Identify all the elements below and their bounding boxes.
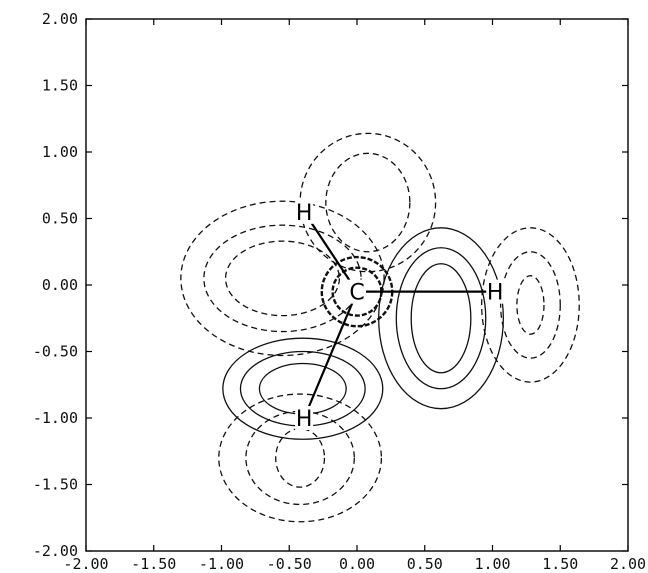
atom-labels: C H H H: [295, 199, 505, 432]
atom-halo-1: [486, 279, 505, 304]
contour-negative-3-1: [203, 224, 362, 333]
contour-negative-5-0: [218, 393, 383, 523]
x-tick-label: -1.50: [131, 555, 176, 573]
x-axis: -2.00 -1.50 -1.00 -0.50 0.00 0.50 1.00 1.50 2.00: [63, 19, 646, 573]
contour-positive-1-0: [222, 337, 384, 440]
x-tick-label: 1.00: [474, 555, 510, 573]
bond-c-h-1: [303, 291, 359, 419]
bond-lines: [303, 211, 496, 419]
contour-positive-0-0: [378, 227, 504, 410]
y-tick-label: 0.00: [42, 276, 78, 294]
contour-negative-3-2: [224, 240, 341, 317]
contour-positive-0-1: [395, 247, 487, 390]
atom-label-h-2: H: [296, 407, 313, 432]
x-tick-label: 0.00: [339, 555, 375, 573]
contour-lines: [180, 132, 580, 523]
atom-halo-0: [348, 279, 366, 304]
y-axis: 2.00 1.50 1.00 0.50 0.00 -0.50 -1.00 -1.50 -2.00: [33, 10, 628, 560]
bond-c-h-2: [303, 211, 358, 293]
x-tick-label: -0.50: [267, 555, 312, 573]
y-tick-label: 0.50: [42, 210, 78, 228]
contour-positive-0-2: [410, 263, 472, 374]
y-tick-label: -1.50: [33, 476, 78, 494]
atom-halo-3: [295, 199, 314, 224]
atom-label-h-3: H: [296, 201, 313, 226]
atom-label-h-1: H: [487, 281, 504, 306]
x-tick-label: 0.50: [407, 555, 443, 573]
contour-negative-4-1: [499, 251, 561, 359]
y-tick-label: 1.50: [42, 77, 78, 95]
y-tick-label: 2.00: [42, 10, 78, 28]
x-tick-label: -1.00: [199, 555, 244, 573]
x-tick-label: -2.00: [63, 555, 108, 573]
contour-negative-5-2: [275, 427, 326, 488]
atom-label-c-0: C: [349, 281, 364, 306]
y-tick-label: 1.00: [42, 143, 78, 161]
x-tick-label: 2.00: [610, 555, 646, 573]
contour-negative-3-0: [180, 200, 385, 357]
x-tick-label: 1.50: [542, 555, 578, 573]
y-tick-label: -2.00: [33, 542, 78, 560]
y-tick-label: -1.00: [33, 409, 78, 427]
y-tick-label: -0.50: [33, 343, 78, 361]
contour-negative-4-2: [516, 275, 545, 335]
atom-halo-2: [295, 406, 314, 430]
contour-negative-5-1: [245, 410, 355, 506]
contour-negative-2-1: [325, 152, 411, 253]
contour-negative-4-0: [481, 227, 580, 383]
